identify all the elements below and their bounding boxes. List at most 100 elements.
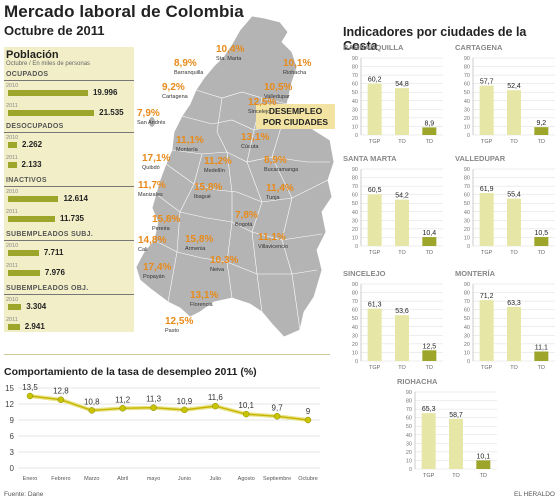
city-rate: 10,5% bbox=[264, 82, 293, 93]
city-rate: 7,8% bbox=[235, 210, 258, 221]
mini-bar-chart: VALLEDUPAR 0 10 20 30 40 50 60 70 80 90 61,9 TGP 55,4… bbox=[455, 154, 555, 256]
data-point bbox=[119, 405, 126, 412]
san-andres-island bbox=[149, 117, 155, 127]
mini-chart-title: CARTAGENA bbox=[455, 43, 503, 52]
bar-value-label: 52,4 bbox=[507, 83, 521, 90]
city-name: Cali bbox=[138, 247, 148, 253]
population-value: 21.535 bbox=[99, 108, 124, 117]
mini-bar-chart: MONTERÍA 0 10 20 30 40 50 60 70 80 90 71,2 TGP 63,3 TO… bbox=[455, 269, 555, 371]
bar-value-label: 53,6 bbox=[395, 308, 409, 315]
y-tick-label: 20 bbox=[352, 227, 358, 233]
y-tick-label: 50 bbox=[406, 424, 412, 430]
point-value-label: 11,3 bbox=[146, 395, 162, 404]
city-name: Tunja bbox=[266, 195, 280, 201]
y-tick-label: 30 bbox=[352, 218, 358, 224]
department-borders bbox=[153, 89, 330, 331]
year-label: 2011 bbox=[6, 263, 18, 269]
y-tick-label: 70 bbox=[352, 73, 358, 79]
population-value: 2.133 bbox=[21, 160, 42, 169]
y-tick-label: 40 bbox=[352, 99, 358, 105]
bar-value-label: 11,1 bbox=[535, 345, 548, 352]
bar-value-label: 12,5 bbox=[423, 343, 437, 350]
point-value-label: 10,1 bbox=[238, 401, 254, 410]
y-tick-label: 50 bbox=[464, 201, 470, 207]
desempleo-callout: DESEMPLEO POR CIUDADES bbox=[256, 104, 335, 129]
y-tick-label: 90 bbox=[352, 282, 358, 288]
city-rate: 9,2% bbox=[162, 82, 185, 93]
city-rate: 11,1% bbox=[258, 232, 286, 243]
y-tick-label: 40 bbox=[464, 99, 470, 105]
population-value: 12.614 bbox=[63, 194, 88, 203]
y-tick-label: 60 bbox=[352, 193, 358, 199]
y-tick-label: 0 bbox=[467, 359, 470, 365]
category-label: TD bbox=[538, 250, 545, 256]
bar bbox=[534, 351, 549, 361]
city-rate: 10,1% bbox=[283, 58, 312, 69]
bar bbox=[507, 90, 521, 135]
city-name: Villavicencio bbox=[258, 244, 289, 250]
year-label: 2010 bbox=[6, 135, 19, 141]
y-tick-label: 90 bbox=[406, 390, 412, 396]
mini-chart-title: SINCELEJO bbox=[343, 269, 386, 278]
category-label: TO bbox=[398, 365, 406, 371]
population-value: 7.711 bbox=[43, 248, 64, 257]
y-tick-label: 70 bbox=[464, 73, 470, 79]
category-label: TGP bbox=[369, 250, 381, 256]
data-point bbox=[88, 407, 96, 414]
y-tick-label: 0 bbox=[467, 133, 470, 139]
category-label: TO bbox=[510, 139, 518, 145]
city-name: Manizales bbox=[138, 192, 163, 198]
y-tick-label: 0 bbox=[409, 467, 412, 473]
city-rate: 12,5% bbox=[165, 316, 194, 327]
population-value: 3.304 bbox=[26, 302, 47, 311]
population-bar bbox=[8, 250, 39, 256]
city-name: Cartagena bbox=[162, 94, 188, 100]
year-label: 2011 bbox=[6, 155, 18, 161]
category-label: TD bbox=[426, 250, 433, 256]
line-chart: 0 3 6 9 12 15 13,5 Enero 12,8 Febrero 10,8 Marzo 11,… bbox=[5, 383, 320, 482]
population-bar bbox=[8, 216, 55, 222]
bar-value-label: 60,5 bbox=[368, 187, 382, 194]
point-value-label: 10,9 bbox=[177, 397, 193, 406]
population-value: 11.735 bbox=[59, 214, 84, 223]
y-tick-label: 80 bbox=[406, 399, 412, 405]
y-tick-label: 10 bbox=[406, 458, 412, 464]
bar bbox=[422, 237, 437, 246]
city-name: Pereira bbox=[152, 226, 170, 232]
group-rule bbox=[4, 294, 134, 295]
city-rate: 8,9% bbox=[174, 58, 197, 69]
mini-bar-chart: BARRANQUILLA 0 10 20 30 40 50 60 70 80 90 60,2 TGP 54… bbox=[343, 43, 443, 145]
year-label: 2011 bbox=[6, 103, 18, 109]
y-tick-label: 90 bbox=[464, 56, 470, 62]
bar-value-label: 54,2 bbox=[395, 193, 409, 200]
category-label: TD bbox=[480, 473, 487, 479]
bar-value-label: 10,1 bbox=[477, 453, 491, 460]
footer-brand: EL HERALDO bbox=[514, 491, 555, 498]
bar-value-label: 10,4 bbox=[423, 230, 437, 237]
point-value-label: 11,2 bbox=[115, 395, 131, 404]
data-point bbox=[150, 404, 157, 411]
bar bbox=[367, 83, 382, 135]
group-title: OCUPADOS bbox=[6, 71, 49, 78]
y-tick-label: 60 bbox=[464, 193, 470, 199]
category-label: TO bbox=[510, 250, 518, 256]
category-label: TD bbox=[426, 139, 433, 145]
category-label: TGP bbox=[481, 250, 493, 256]
bar-value-label: 54,8 bbox=[395, 81, 409, 88]
bar bbox=[367, 194, 382, 246]
y-tick-label: 50 bbox=[352, 201, 358, 207]
population-bar bbox=[8, 196, 59, 202]
y-tick-label: 90 bbox=[464, 167, 470, 173]
y-tick-label: 70 bbox=[406, 407, 412, 413]
x-tick-label: Marzo bbox=[84, 476, 99, 482]
category-label: TO bbox=[398, 139, 406, 145]
year-label: 2010 bbox=[6, 189, 19, 195]
year-label: 2011 bbox=[6, 209, 18, 215]
x-tick-label: Agosto bbox=[238, 476, 255, 482]
y-tick-label: 70 bbox=[352, 299, 358, 305]
bar bbox=[421, 413, 436, 469]
city-name: Riohacha bbox=[283, 70, 307, 76]
category-label: TGP bbox=[369, 365, 381, 371]
y-tick-label: 30 bbox=[352, 333, 358, 339]
page-title: Mercado laboral de Colombia bbox=[4, 2, 244, 21]
